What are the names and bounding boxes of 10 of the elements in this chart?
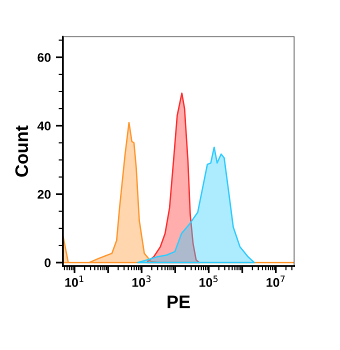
x-tick-label: 10$^{7}$ — [266, 276, 285, 287]
y-tick-label: 0 — [44, 258, 51, 268]
y-tick-label: 40 — [37, 122, 51, 130]
y-tick-label: 20 — [38, 190, 51, 199]
x-tick-label: 10$^{1}$ — [65, 276, 84, 287]
y-axis-title: Count — [15, 126, 28, 177]
x-axis-title: PE — [168, 296, 190, 308]
x-tick-label: 10$^{5}$ — [200, 276, 218, 287]
x-tick-label: 10$^{3}$ — [132, 275, 151, 287]
y-tick-label: 60 — [38, 53, 51, 62]
